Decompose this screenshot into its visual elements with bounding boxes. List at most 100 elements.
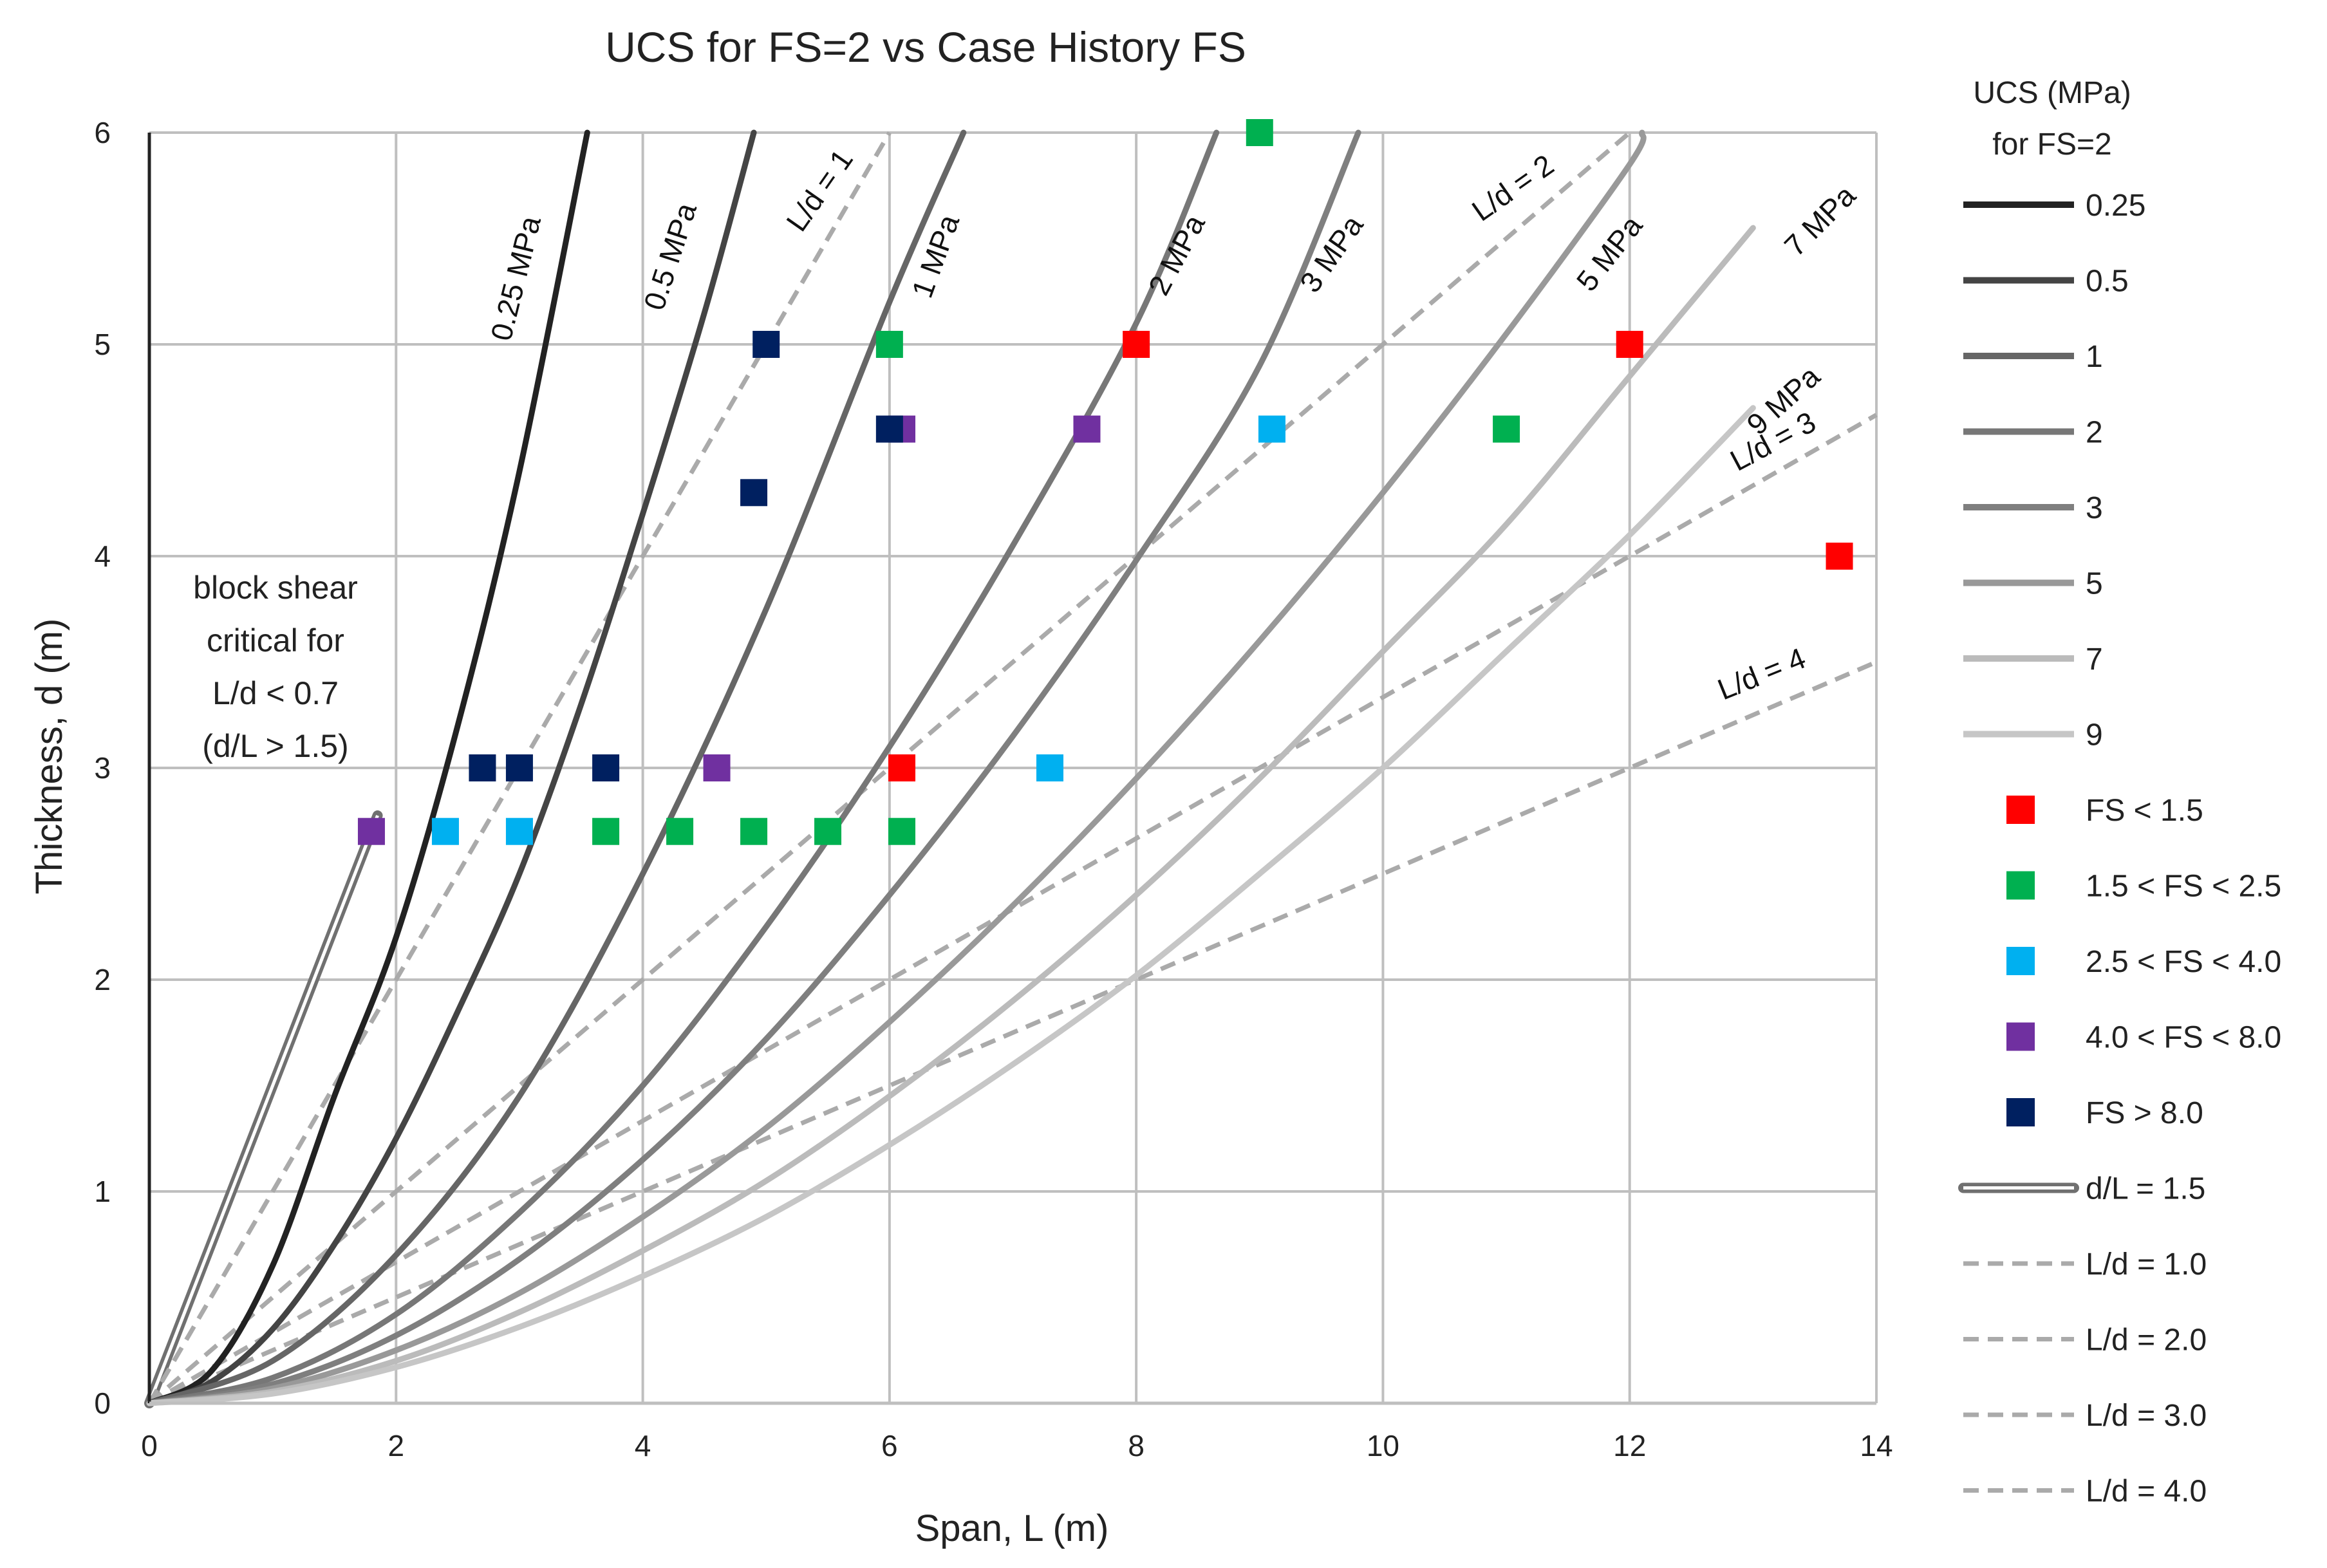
ucs-curve-label: 7 MPa — [1778, 178, 1862, 263]
y-tick-label: 1 — [94, 1175, 111, 1208]
x-axis-title: Span, L (m) — [915, 1507, 1109, 1549]
ld-line — [148, 413, 1878, 1406]
y-tick-label: 2 — [94, 963, 111, 996]
legend-swatch-fs — [2006, 871, 2035, 900]
legend-swatch-fs — [2006, 947, 2035, 975]
fs-marker — [703, 754, 731, 781]
y-tick-label: 0 — [94, 1386, 111, 1420]
fs-marker — [1258, 415, 1285, 443]
y-tick-label: 6 — [94, 116, 111, 149]
legend-label-fs: FS > 8.0 — [2086, 1096, 2203, 1130]
y-tick-label: 4 — [94, 539, 111, 573]
legend-label-ld: L/d = 4.0 — [2086, 1475, 2207, 1509]
fs-marker — [431, 817, 459, 845]
ucs-curve-label: 1 MPa — [905, 210, 966, 302]
fs-marker — [505, 817, 533, 845]
legend-label-ucs: 0.25 — [2086, 189, 2145, 223]
fs-marker — [740, 479, 768, 507]
legend-swatch-fs — [2006, 1022, 2035, 1051]
chart-title: UCS for FS=2 vs Case History FS — [605, 23, 1246, 71]
legend-label-fs: 1.5 < FS < 2.5 — [2086, 870, 2281, 904]
ld-line-label: L/d = 1 — [780, 143, 859, 237]
legend-label-ld: L/d = 1.0 — [2086, 1247, 2207, 1282]
ld-line-label: L/d = 2 — [1466, 148, 1560, 228]
ucs-curve — [146, 129, 967, 1406]
fs-marker — [1826, 543, 1853, 570]
ld-line — [147, 131, 1631, 1405]
ucs-curve — [146, 129, 1220, 1406]
x-tick-label: 4 — [635, 1429, 651, 1462]
fs-marker — [1616, 331, 1643, 358]
annotation-line-2: critical for — [207, 622, 344, 658]
ucs-curve — [146, 405, 1756, 1406]
fs-marker — [752, 331, 780, 358]
annotation-line-3: L/d < 0.7 — [212, 675, 339, 711]
legend-label-ucs: 1 — [2086, 340, 2103, 374]
fs-marker — [592, 754, 620, 781]
fs-marker — [592, 817, 620, 845]
fs-marker — [1036, 754, 1063, 781]
fs-marker — [1246, 119, 1273, 146]
legend-label-fs: 2.5 < FS < 4.0 — [2086, 945, 2281, 979]
y-tick-label: 3 — [94, 751, 111, 785]
ucs-curve-label: 0.5 MPa — [637, 199, 704, 314]
y-tick-label: 5 — [94, 328, 111, 361]
legend-label-fs: FS < 1.5 — [2086, 794, 2203, 828]
ucs-curve — [146, 129, 590, 1406]
ucs-curve — [146, 129, 1647, 1406]
legend-title-line-1: UCS (MPa) — [1973, 76, 2131, 110]
fs-marker — [888, 754, 916, 781]
x-tick-label: 8 — [1128, 1429, 1145, 1462]
legend-label-ucs: 3 — [2086, 491, 2103, 525]
fs-marker — [740, 817, 768, 845]
fs-marker — [1073, 415, 1101, 443]
annotation-line-1: block shear — [193, 570, 358, 606]
fs-marker — [505, 754, 533, 781]
x-tick-label: 12 — [1613, 1429, 1646, 1462]
legend-label-fs: 4.0 < FS < 8.0 — [2086, 1021, 2281, 1055]
ucs-curve-label: 3 MPa — [1293, 209, 1370, 299]
ucs-curve-label: 5 MPa — [1570, 209, 1649, 297]
x-tick-label: 6 — [881, 1429, 898, 1462]
annotation: block shear critical for L/d < 0.7 (d/L … — [193, 570, 358, 764]
x-tick-label: 14 — [1860, 1429, 1892, 1462]
ucs-curve-label: 2 MPa — [1142, 209, 1212, 301]
legend-label-ucs: 5 — [2086, 567, 2103, 601]
fs-marker — [875, 415, 903, 443]
ld-line — [148, 660, 1878, 1406]
fs-marker — [357, 817, 385, 845]
ucs-curve-label: 0.25 MPa — [484, 212, 547, 344]
legend-label-ucs: 0.5 — [2086, 265, 2129, 299]
fs-marker — [888, 817, 916, 845]
x-tick-label: 10 — [1367, 1429, 1399, 1462]
legend-swatch-fs — [2006, 1098, 2035, 1126]
fs-marker — [1493, 415, 1520, 443]
axes — [147, 133, 1876, 1405]
fs-marker — [469, 754, 496, 781]
annotation-line-4: (d/L > 1.5) — [202, 728, 348, 764]
ucs-curve — [146, 225, 1756, 1406]
legend-label-ucs: 7 — [2086, 642, 2103, 677]
ucs-curve — [146, 129, 757, 1406]
curve-labels: 0.25 MPa 0.5 MPa 1 MPa 2 MPa 3 MPa 5 MPa 7 MPa… — [484, 143, 1862, 706]
markers — [357, 119, 1853, 845]
ucs-curve — [146, 129, 1361, 1406]
fs-marker — [814, 817, 842, 845]
fs-marker — [666, 817, 694, 845]
y-axis-title: Thickness, d (m) — [28, 619, 70, 895]
legend-title-line-2: for FS=2 — [1992, 127, 2111, 162]
legend-label-block-shear: d/L = 1.5 — [2086, 1172, 2205, 1206]
legend-label-ld: L/d = 3.0 — [2086, 1399, 2207, 1433]
block-shear-line-inner — [147, 815, 379, 1404]
legend-label-ucs: 2 — [2086, 416, 2103, 450]
curves — [144, 129, 1878, 1408]
grid — [149, 131, 1878, 1403]
x-tick-label: 2 — [388, 1429, 404, 1462]
fs-marker — [875, 331, 903, 358]
legend: UCS (MPa) for FS=2 0.25 0.5 1 2 3 5 7 9 FS < 1.5… — [1958, 76, 2281, 1509]
fs-marker — [1123, 331, 1150, 358]
legend-swatch-fs — [2006, 796, 2035, 824]
legend-label-ucs: 9 — [2086, 718, 2103, 752]
